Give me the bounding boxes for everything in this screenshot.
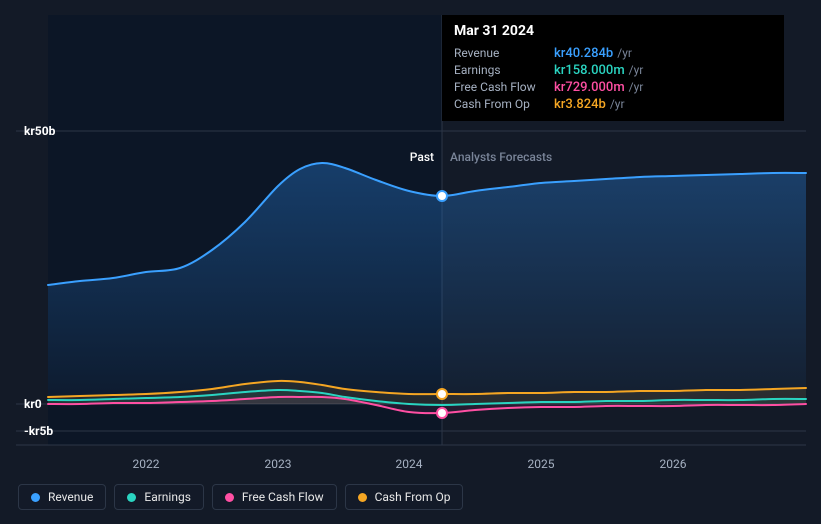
tooltip-row-label: Free Cash Flow (454, 80, 554, 94)
legend-swatch (225, 493, 234, 502)
tooltip-row-label: Cash From Op (454, 97, 554, 111)
y-tick-label: kr0 (24, 397, 42, 411)
x-tick-label: 2024 (396, 457, 423, 471)
forecast-label: Analysts Forecasts (450, 150, 552, 164)
tooltip-row-value: kr3.824b (554, 97, 606, 112)
legend-item-cash_from_op[interactable]: Cash From Op (345, 484, 464, 510)
x-tick-label: 2022 (133, 457, 160, 471)
legend-swatch (127, 493, 136, 502)
tooltip-row: Free Cash Flowkr729.000m/yr (454, 79, 772, 96)
tooltip-row: Revenuekr40.284b/yr (454, 45, 772, 62)
x-tick-label: 2026 (660, 457, 687, 471)
legend-item-label: Free Cash Flow (242, 490, 324, 504)
earnings-forecast-chart: Past Analysts Forecasts Mar 31 2024 Reve… (0, 0, 821, 524)
tooltip-row-label: Earnings (454, 63, 554, 77)
x-tick-label: 2025 (528, 457, 555, 471)
chart-tooltip: Mar 31 2024 Revenuekr40.284b/yrEarningsk… (442, 15, 784, 121)
y-tick-label: -kr5b (24, 424, 53, 438)
legend-item-label: Earnings (144, 490, 191, 504)
legend-swatch (31, 493, 40, 502)
legend-item-earnings[interactable]: Earnings (114, 484, 204, 510)
tooltip-row-value: kr40.284b (554, 46, 613, 61)
legend-item-label: Cash From Op (375, 490, 451, 504)
tooltip-row-label: Revenue (454, 46, 554, 60)
tooltip-title: Mar 31 2024 (454, 23, 772, 39)
tooltip-row-unit: /yr (629, 63, 644, 77)
tooltip-row-unit: /yr (629, 80, 644, 94)
past-label: Past (410, 150, 434, 164)
y-tick-label: kr50b (24, 124, 55, 138)
chart-legend: Revenue Earnings Free Cash Flow Cash From O… (18, 484, 463, 510)
tooltip-row-value: kr729.000m (554, 80, 625, 95)
tooltip-row: Cash From Opkr3.824b/yr (454, 96, 772, 113)
tooltip-row-unit: /yr (617, 46, 632, 60)
tooltip-row-unit: /yr (610, 97, 625, 111)
tooltip-row: Earningskr158.000m/yr (454, 62, 772, 79)
legend-item-label: Revenue (48, 490, 93, 504)
tooltip-row-value: kr158.000m (554, 63, 625, 78)
legend-swatch (358, 493, 367, 502)
legend-item-free_cash_flow[interactable]: Free Cash Flow (212, 484, 337, 510)
legend-item-revenue[interactable]: Revenue (18, 484, 106, 510)
x-tick-label: 2023 (265, 457, 292, 471)
